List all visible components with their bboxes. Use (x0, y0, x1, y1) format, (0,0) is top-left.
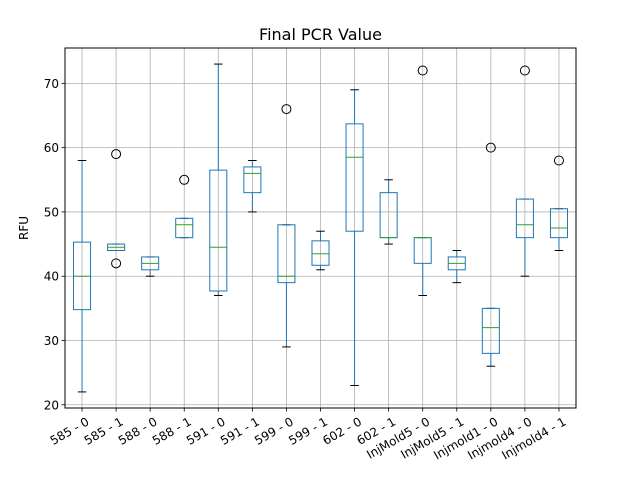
box (243, 166, 262, 194)
outlier-point (519, 65, 530, 76)
box-group (413, 65, 432, 296)
box-group (73, 160, 92, 393)
outlier-point (281, 104, 292, 115)
box-group (243, 160, 262, 213)
box (209, 169, 228, 292)
box-group (209, 63, 228, 296)
y-axis-label: RFU (17, 216, 31, 240)
outlier-point (111, 258, 122, 269)
box-group (447, 250, 466, 284)
box-group (515, 65, 534, 277)
y-tick-label: 60 (44, 141, 59, 155)
outlier-point (553, 155, 564, 166)
grid (65, 48, 576, 408)
outlier-point (417, 65, 428, 76)
box-group (481, 142, 500, 367)
y-tick-label: 20 (44, 398, 59, 412)
outlier-point (485, 142, 496, 153)
box-series (73, 63, 568, 393)
box (549, 208, 568, 239)
box (175, 217, 194, 239)
outlier-point (179, 174, 190, 185)
box-group (277, 104, 296, 348)
box-group (379, 179, 398, 245)
box (277, 224, 296, 284)
box (345, 123, 364, 232)
y-tick-label: 70 (44, 77, 59, 91)
box-group (107, 149, 126, 269)
box-group (311, 230, 330, 271)
box-group (345, 89, 364, 386)
box (311, 240, 330, 266)
y-tick-label: 30 (44, 334, 59, 348)
box-group (549, 155, 568, 251)
box (481, 307, 500, 354)
box-group (141, 256, 160, 277)
chart-title: Final PCR Value (259, 25, 382, 44)
y-tick-label: 50 (44, 205, 59, 219)
y-tick-label: 40 (44, 270, 59, 284)
outlier-point (111, 149, 122, 160)
box-group (175, 174, 194, 239)
box (515, 198, 534, 239)
